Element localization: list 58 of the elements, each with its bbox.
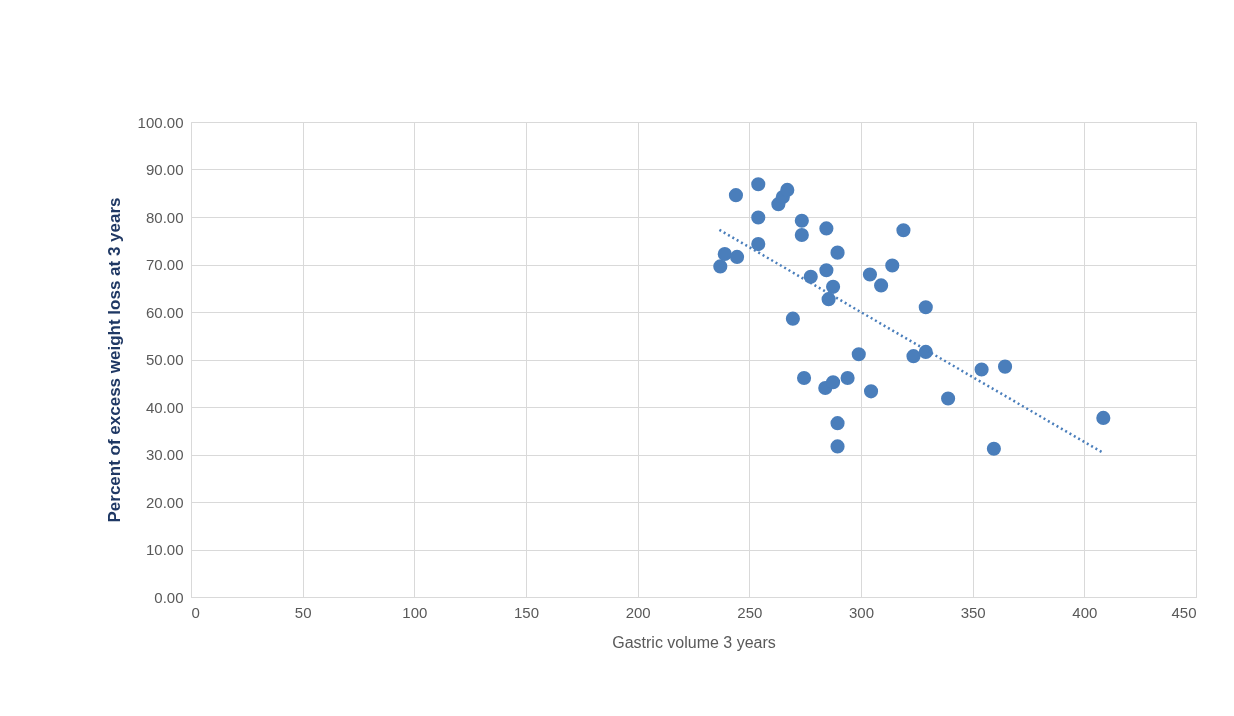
point [819,263,834,278]
x-tick-label: 350 [960,603,986,621]
x-tick-label: 200 [625,603,651,621]
point [918,300,933,315]
x-tick-label: 400 [1072,603,1098,621]
point [840,370,855,386]
x-tick-label: 0 [191,603,200,621]
point [1096,410,1111,425]
x-tick-label: 50 [294,603,312,621]
y-tick-label: 100.00 [137,113,184,131]
point [862,267,877,282]
point [751,237,766,252]
point [906,349,921,364]
x-tick-label: 300 [848,603,875,621]
y-tick-label: 30.00 [145,446,184,463]
point [751,210,766,225]
point [974,362,989,377]
point [874,278,889,293]
point [941,391,956,406]
point [780,182,795,197]
y-tick-label: 60.00 [145,303,184,321]
y-tick-label: 10.00 [145,541,184,558]
point [785,311,800,326]
x-tick-label: 100 [402,603,428,621]
point [885,258,900,273]
x-tick-label: 150 [513,603,540,621]
x-axis-title: Gastric volume 3 years [612,633,776,651]
y-tick-label: 80.00 [145,208,184,226]
point [728,188,743,203]
point [830,245,845,260]
y-tick-label: 0.00 [154,588,184,606]
point [826,279,841,294]
y-tick-label: 20.00 [145,493,184,511]
y-tick-label: 40.00 [145,398,184,416]
point [821,292,836,307]
point [713,259,728,274]
y-tick-label: 50.00 [145,351,184,368]
point [830,416,845,431]
point [803,269,818,284]
point [997,359,1013,374]
y-tick-label: 90.00 [145,161,184,178]
point [794,227,809,243]
point [717,246,732,262]
x-tick-label: 250 [737,603,763,621]
point [863,384,879,399]
point [826,375,841,390]
point [986,441,1001,456]
point [896,223,911,238]
y-tick-label: 70.00 [145,256,184,273]
point [729,249,745,264]
point [751,177,766,192]
point [796,370,812,386]
x-tick-label: 450 [1171,603,1197,621]
point [851,347,866,362]
y-axis-title: Percent of excess weight loss at 3 years [104,197,124,523]
point [819,221,834,236]
point [794,213,809,228]
point [830,439,845,454]
